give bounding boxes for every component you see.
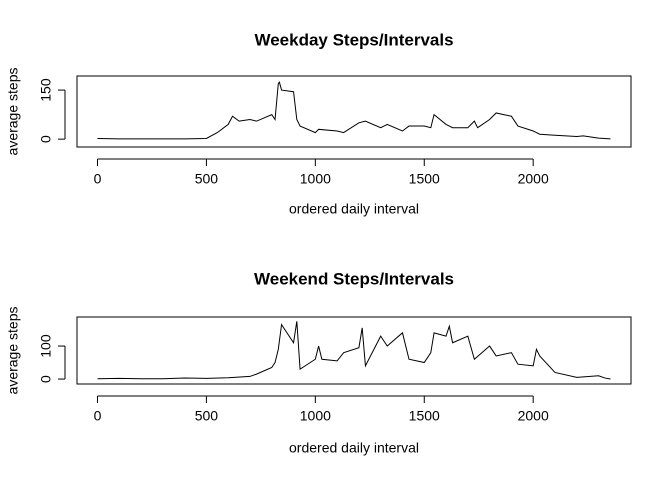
chart-title: Weekend Steps/Intervals [254,269,454,288]
chart-title: Weekday Steps/Intervals [254,30,453,49]
data-line [97,81,611,140]
x-axis-label: ordered daily interval [289,440,419,456]
y-tick-label: 0 [38,375,54,383]
x-tick-label: 1500 [409,171,440,187]
y-tick-label: 100 [38,334,54,358]
y-tick-label: 0 [38,135,54,143]
x-tick-label: 2000 [518,408,549,424]
x-tick-label: 1500 [409,408,440,424]
y-axis-label: average steps [5,68,21,156]
x-tick-label: 1000 [300,408,331,424]
y-axis-label: average steps [5,307,21,395]
plot-box [76,316,632,385]
data-line [97,321,611,380]
x-tick-label: 500 [195,171,219,187]
x-tick-label: 0 [94,408,102,424]
x-tick-label: 1000 [300,171,331,187]
y-tick-label: 150 [38,78,54,102]
x-tick-label: 0 [94,171,102,187]
x-tick-label: 2000 [518,171,549,187]
x-axis-label: ordered daily interval [289,201,419,217]
x-tick-label: 500 [195,408,219,424]
plot-box [76,75,632,148]
